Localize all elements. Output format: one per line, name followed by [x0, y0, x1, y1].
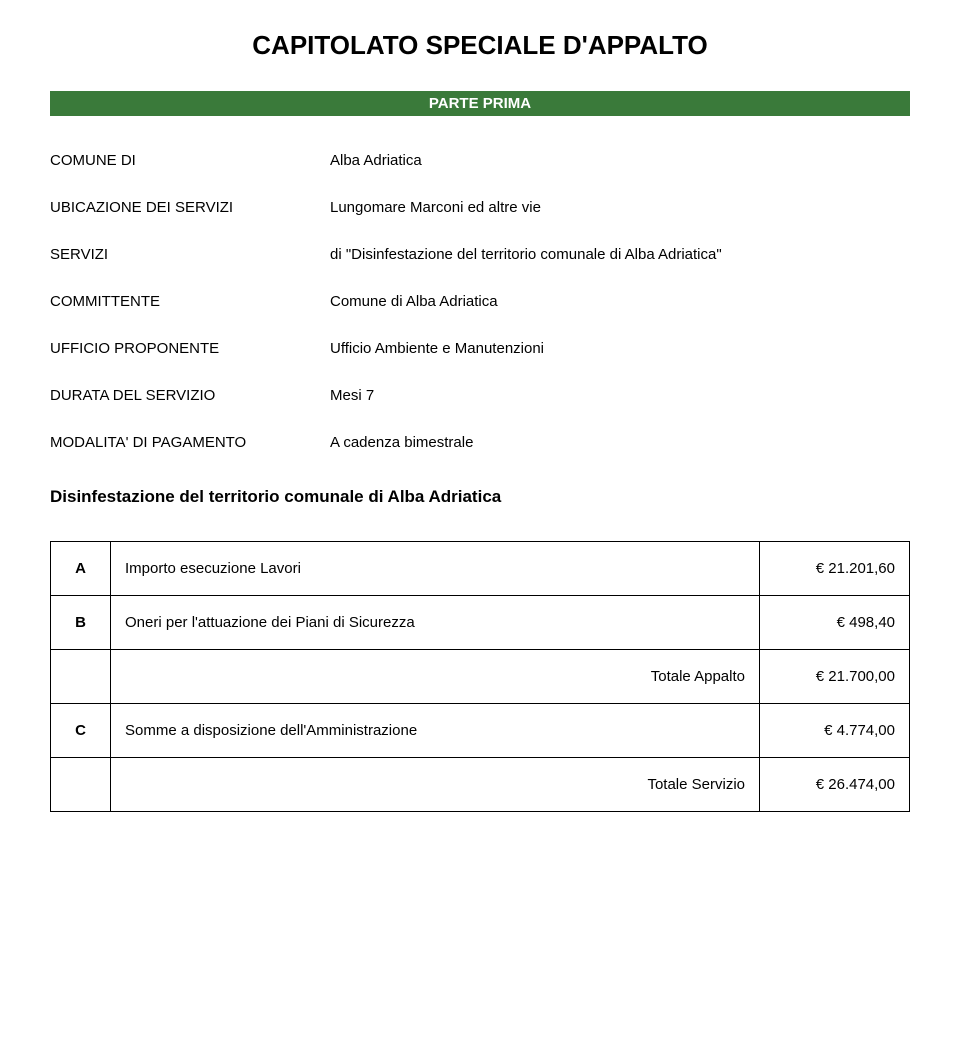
- row-desc: Oneri per l'attuazione dei Piani di Sicu…: [111, 596, 760, 650]
- row-amount: € 21.700,00: [760, 650, 910, 704]
- row-letter: [51, 650, 111, 704]
- table-row: B Oneri per l'attuazione dei Piani di Si…: [51, 596, 910, 650]
- info-value: Lungomare Marconi ed altre vie: [330, 199, 910, 216]
- info-value: Ufficio Ambiente e Manutenzioni: [330, 340, 910, 357]
- row-desc: Totale Appalto: [111, 650, 760, 704]
- row-letter: [51, 758, 111, 812]
- subheading: Disinfestazione del territorio comunale …: [50, 487, 910, 507]
- table-row: A Importo esecuzione Lavori € 21.201,60: [51, 542, 910, 596]
- row-letter: C: [51, 704, 111, 758]
- row-amount: € 4.774,00: [760, 704, 910, 758]
- info-value: Comune di Alba Adriatica: [330, 293, 910, 310]
- info-label: UBICAZIONE DEI SERVIZI: [50, 199, 330, 216]
- info-label: DURATA DEL SERVIZIO: [50, 387, 330, 404]
- info-label: SERVIZI: [50, 246, 330, 263]
- info-label: MODALITA' DI PAGAMENTO: [50, 434, 330, 451]
- table-row: C Somme a disposizione dell'Amministrazi…: [51, 704, 910, 758]
- info-value: Alba Adriatica: [330, 152, 910, 169]
- info-value: di "Disinfestazione del territorio comun…: [330, 246, 910, 263]
- info-label: COMMITTENTE: [50, 293, 330, 310]
- row-desc: Totale Servizio: [111, 758, 760, 812]
- page-title: CAPITOLATO SPECIALE D'APPALTO: [50, 30, 910, 61]
- info-value: Mesi 7: [330, 387, 910, 404]
- parte-prima-bar: PARTE PRIMA: [50, 91, 910, 116]
- table-row: Totale Servizio € 26.474,00: [51, 758, 910, 812]
- cost-table: A Importo esecuzione Lavori € 21.201,60 …: [50, 541, 910, 812]
- row-letter: A: [51, 542, 111, 596]
- info-label: UFFICIO PROPONENTE: [50, 340, 330, 357]
- info-grid: COMUNE DI Alba Adriatica UBICAZIONE DEI …: [50, 152, 910, 451]
- row-amount: € 21.201,60: [760, 542, 910, 596]
- info-label: COMUNE DI: [50, 152, 330, 169]
- row-amount: € 26.474,00: [760, 758, 910, 812]
- info-value: A cadenza bimestrale: [330, 434, 910, 451]
- row-desc: Somme a disposizione dell'Amministrazion…: [111, 704, 760, 758]
- row-amount: € 498,40: [760, 596, 910, 650]
- row-letter: B: [51, 596, 111, 650]
- table-row: Totale Appalto € 21.700,00: [51, 650, 910, 704]
- row-desc: Importo esecuzione Lavori: [111, 542, 760, 596]
